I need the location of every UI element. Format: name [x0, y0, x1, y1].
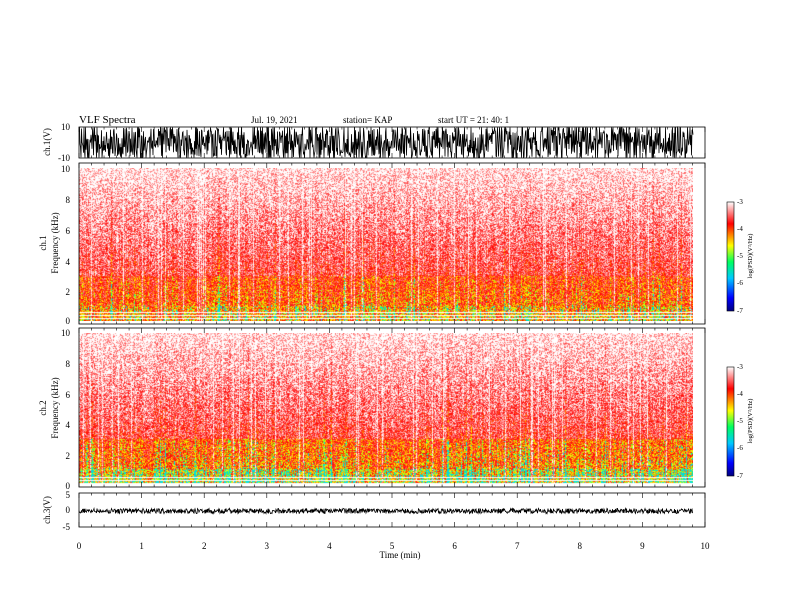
ch2-freq-tick-4: 4: [66, 420, 71, 430]
ch2-freq-tick-6: 6: [66, 390, 71, 400]
time-axis: 0 1 2 3 4 5 6 7 8 9 10 Time (min): [77, 541, 710, 560]
ch2-colorbar-tick-m3: -3: [737, 363, 743, 371]
ch1-freq-tick-8: 8: [66, 195, 71, 205]
time-tick-5: 5: [390, 541, 395, 551]
ch1-colorbar-tick-m3: -3: [737, 198, 743, 206]
ch2-colorbar-tick-m6: -6: [737, 444, 743, 452]
ch2-freq-tick-10: 10: [61, 328, 71, 338]
ch1-spectrogram-ylabel-freq: Frequency (kHz): [50, 212, 60, 273]
ch1-freq-tick-10: 10: [61, 164, 71, 174]
start-time-label: start UT = 21: 40: 1: [438, 115, 509, 125]
ch3-waveform-tick-mid: 0: [66, 505, 71, 515]
ch1-freq-tick-4: 4: [66, 257, 71, 267]
time-tick-4: 4: [327, 541, 332, 551]
ch1-waveform-ticks: [78, 127, 706, 158]
ch2-colorbar-label: log(PSD)(V²/Hz): [747, 399, 754, 444]
ch2-colorbar-tick-m4: -4: [737, 390, 743, 398]
ch2-spectrogram-image: [79, 333, 693, 484]
ch2-colorbar: [726, 366, 735, 477]
figure-title: VLF Spectra: [79, 114, 136, 126]
ch1-colorbar-label: log(PSD)(V²/Hz): [747, 234, 754, 279]
ch3-waveform-trace: [78, 507, 694, 515]
ch2-freq-tick-0: 0: [66, 481, 71, 491]
ch3-waveform-ylabel: ch.3(V): [42, 496, 52, 524]
ch2-freq-tick-2: 2: [66, 451, 71, 461]
time-tick-0: 0: [77, 541, 82, 551]
ch2-spectrogram-ticks: [78, 328, 706, 487]
ch1-colorbar-tick-m7: -7: [737, 307, 743, 315]
ch1-freq-tick-6: 6: [66, 226, 71, 236]
ch2-spectrogram-yticks: 0 2 4 6 8 10: [61, 328, 71, 491]
ch1-waveform-tick-top: 10: [61, 122, 71, 132]
ch2-freq-tick-8: 8: [66, 359, 71, 369]
ch1-freq-tick-2: 2: [66, 287, 71, 297]
time-tick-2: 2: [202, 541, 207, 551]
ch3-waveform-ticks: [78, 493, 706, 527]
ch1-spectrogram-ticks: [78, 163, 706, 324]
ch2-colorbar-tick-m5: -5: [737, 417, 743, 425]
time-axis-label: Time (min): [380, 550, 421, 560]
ch1-freq-tick-0: 0: [66, 316, 71, 326]
ch1-colorbar-tick-m5: -5: [737, 252, 743, 260]
ch1-spectrogram-ylabel: ch.1: [38, 235, 48, 250]
ch1-waveform-ylabel: ch.1(V): [42, 128, 52, 156]
ch1-spectrogram-yticks: 0 2 4 6 8 10: [61, 164, 71, 326]
ch1-spectrogram-panel: 0 2 4 6 8 10 ch.1 Frequency (kHz) -3 -4 …: [38, 162, 754, 326]
time-tick-7: 7: [515, 541, 520, 551]
time-tick-1: 1: [139, 541, 144, 551]
ch1-colorbar-tick-m6: -6: [737, 279, 743, 287]
ch1-colorbar: [726, 201, 735, 312]
time-tick-9: 9: [640, 541, 645, 551]
ch2-spectrogram-ylabel: ch.2: [38, 400, 48, 415]
ch1-waveform-trace: [79, 126, 694, 159]
ch1-waveform-tick-bottom: -10: [58, 153, 70, 163]
ch2-spectrogram-ylabel-freq: Frequency (kHz): [50, 377, 60, 438]
ch3-waveform-tick-bottom: -5: [63, 522, 71, 532]
station-label: station= KAP: [343, 115, 392, 125]
time-tick-3: 3: [265, 541, 270, 551]
ch1-spectrogram-image: [79, 168, 693, 321]
ch3-waveform-panel: 5 0 -5 ch.3(V): [42, 490, 706, 532]
time-tick-10: 10: [701, 541, 711, 551]
ch3-waveform-tick-top: 5: [66, 490, 71, 500]
date-label: Jul. 19, 2021: [251, 115, 298, 125]
ch1-waveform-panel: 10 -10 ch.1(V): [42, 122, 706, 163]
ch2-colorbar-tick-m7: -7: [737, 472, 743, 480]
time-tick-6: 6: [452, 541, 457, 551]
time-tick-8: 8: [578, 541, 583, 551]
ch2-spectrogram-panel: 0 2 4 6 8 10 ch.2 Frequency (kHz) -3 -4 …: [38, 327, 754, 491]
ch1-colorbar-tick-m4: -4: [737, 225, 743, 233]
